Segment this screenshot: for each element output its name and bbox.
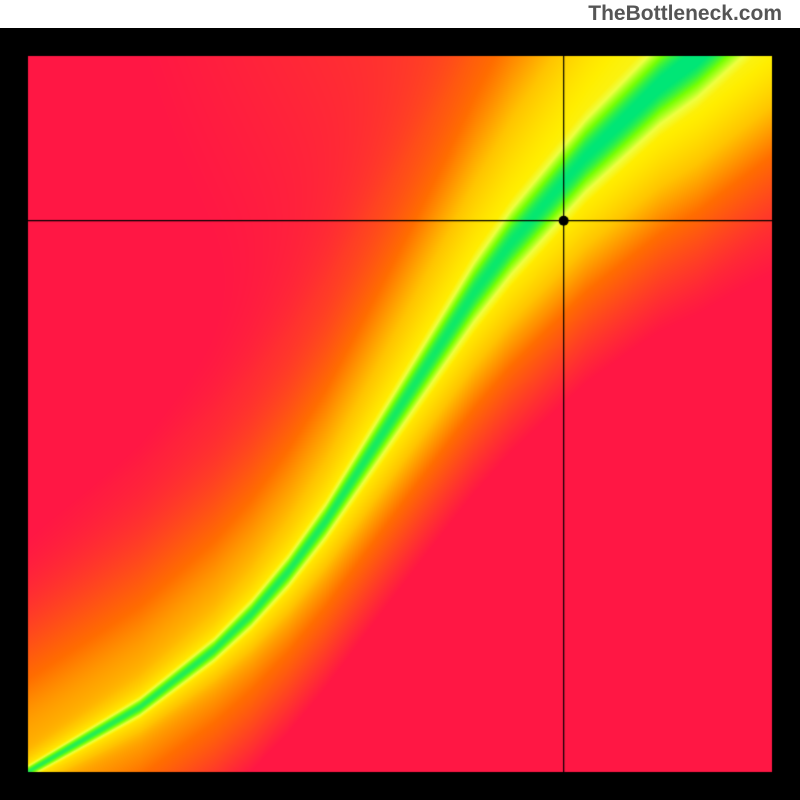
bottleneck-heatmap	[0, 28, 800, 800]
watermark-text: TheBottleneck.com	[588, 2, 782, 26]
